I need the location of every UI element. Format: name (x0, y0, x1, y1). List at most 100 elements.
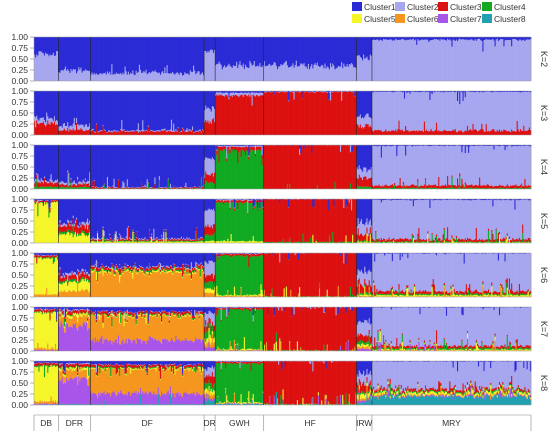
admixture-bar (193, 239, 195, 241)
admixture-bar (165, 145, 167, 187)
admixture-bar (225, 200, 227, 203)
admixture-bar (82, 224, 85, 232)
admixture-bar (378, 91, 381, 92)
admixture-bar (142, 72, 144, 81)
admixture-bar (392, 91, 395, 93)
admixture-bar (112, 240, 114, 241)
admixture-bar (490, 91, 492, 93)
admixture-bar (109, 233, 111, 235)
admixture-bar (455, 91, 458, 92)
admixture-bar (399, 129, 402, 135)
admixture-bar (480, 188, 482, 189)
admixture-bar (209, 37, 212, 51)
admixture-bar (98, 187, 100, 189)
admixture-bar (157, 199, 160, 240)
admixture-bar (138, 131, 141, 135)
admixture-bar (36, 178, 38, 189)
admixture-bar (186, 187, 188, 189)
admixture-bar (36, 120, 38, 135)
admixture-bar (47, 145, 49, 182)
admixture-bar (138, 91, 141, 131)
admixture-bar (233, 145, 236, 146)
admixture-bar (279, 37, 281, 67)
admixture-bar (71, 145, 73, 184)
admixture-bar (429, 187, 431, 189)
admixture-bar (138, 199, 141, 239)
admixture-bar (80, 37, 82, 68)
admixture-bar (236, 202, 238, 242)
admixture-bar (183, 242, 185, 243)
admixture-bar (163, 91, 165, 130)
admixture-bar (85, 183, 88, 188)
admixture-bar (84, 179, 87, 183)
admixture-bar (182, 91, 184, 128)
admixture-bar (218, 94, 220, 135)
admixture-bar (197, 145, 199, 188)
admixture-bar (360, 145, 363, 170)
admixture-bar (496, 185, 499, 189)
admixture-bar (201, 186, 204, 189)
admixture-bar (83, 199, 86, 223)
admixture-bar (410, 91, 413, 131)
admixture-bar (420, 187, 423, 189)
admixture-bar (413, 187, 416, 189)
admixture-bar (194, 241, 196, 243)
admixture-bar (127, 227, 130, 241)
admixture-bar (465, 91, 468, 132)
admixture-bar (510, 39, 512, 81)
admixture-bar (35, 57, 37, 81)
admixture-bar (46, 200, 48, 202)
admixture-bar (369, 54, 372, 81)
admixture-bar (194, 239, 196, 242)
admixture-bar (514, 91, 516, 93)
admixture-bar (92, 128, 94, 130)
admixture-bar (405, 188, 407, 189)
admixture-bar (292, 37, 294, 64)
admixture-bar (176, 130, 178, 132)
admixture-bar (389, 91, 392, 92)
admixture-bar (100, 241, 102, 243)
admixture-bar (373, 131, 375, 135)
admixture-bar (246, 145, 248, 146)
admixture-bar (220, 37, 223, 65)
admixture-bar (211, 172, 214, 183)
admixture-bar (143, 239, 145, 241)
admixture-bar (475, 91, 478, 92)
admixture-bar (73, 117, 76, 131)
admixture-bar (241, 66, 244, 81)
admixture-bar (49, 124, 51, 135)
admixture-bar (106, 71, 109, 81)
admixture-bar (252, 37, 255, 65)
admixture-bar (124, 145, 127, 188)
admixture-bar (516, 40, 519, 81)
admixture-bar (80, 184, 82, 188)
admixture-bar (321, 91, 323, 93)
admixture-bar (92, 37, 94, 75)
admixture-bar (57, 124, 59, 135)
admixture-bar (100, 91, 102, 131)
admixture-bar (366, 179, 368, 188)
admixture-bar (405, 155, 407, 187)
admixture-bar (333, 91, 335, 135)
admixture-bar (366, 37, 368, 57)
admixture-bar (166, 199, 168, 239)
admixture-bar (70, 129, 72, 135)
admixture-bar (167, 91, 170, 131)
admixture-bar (460, 145, 462, 147)
admixture-bar (239, 145, 241, 146)
admixture-bar (126, 239, 129, 242)
admixture-bar (131, 145, 133, 187)
admixture-bar (206, 174, 208, 182)
admixture-bar (34, 202, 36, 243)
admixture-bar (328, 37, 331, 70)
admixture-bar (469, 129, 471, 135)
admixture-bar (248, 241, 250, 243)
admixture-bar (507, 185, 510, 188)
admixture-bar (163, 230, 165, 233)
admixture-bar (95, 242, 98, 243)
admixture-bar (166, 240, 168, 242)
admixture-bar (254, 153, 257, 157)
admixture-bar (108, 130, 110, 132)
admixture-bar (447, 91, 449, 131)
admixture-bar (116, 199, 119, 237)
